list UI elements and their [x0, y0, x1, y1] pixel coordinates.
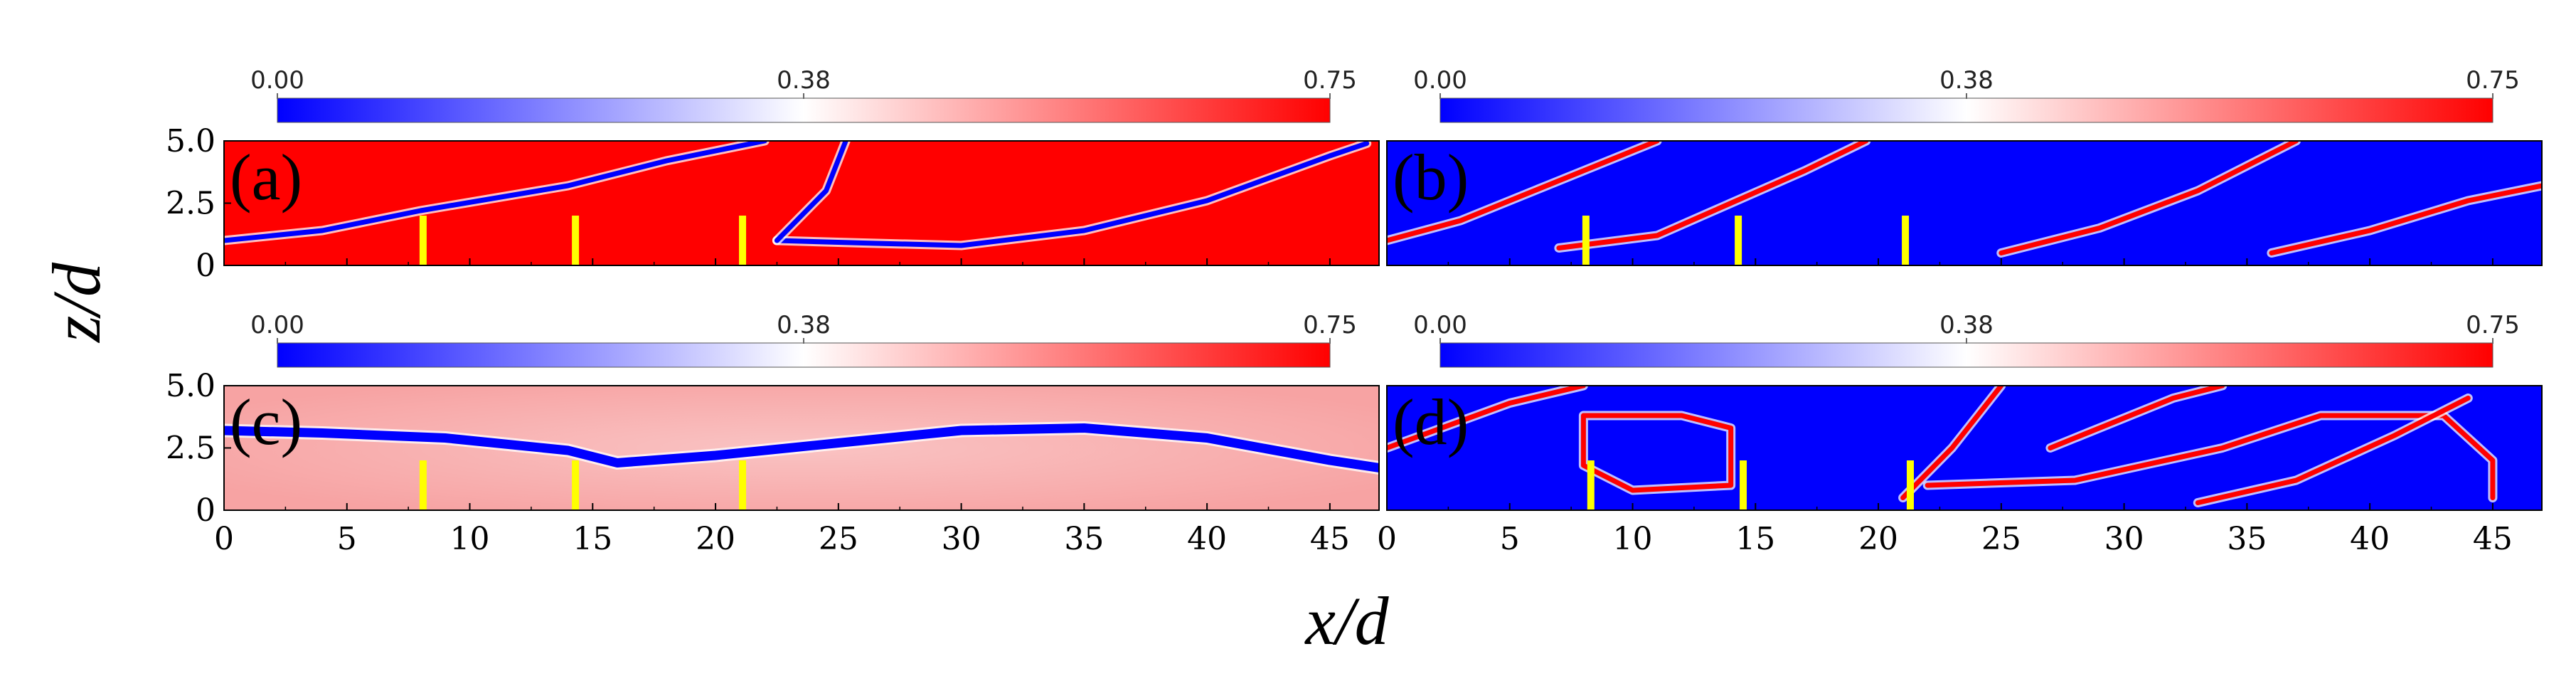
colorbar-gradient-bar	[1439, 342, 2493, 368]
colorbars: 0.00 0.38 0.75 0.00 0.38 0.75 0.00 0.38 0.75 0…	[250, 66, 2520, 368]
x-tick-label: 0	[214, 521, 234, 557]
colorbar-tick-label: 0.38	[1939, 311, 1994, 339]
interface-filament	[224, 423, 1379, 472]
interface-filament	[1580, 413, 1734, 493]
x-tick-label: 30	[2104, 521, 2144, 557]
x-tick-label: 45	[1310, 521, 1350, 557]
probe-marker	[739, 216, 747, 265]
y-tick-label: 0	[196, 248, 215, 284]
colorbar-gradient-bar	[277, 97, 1331, 123]
x-tick-label: 30	[942, 521, 981, 557]
x-tick-label: 35	[1064, 521, 1104, 557]
interface-filament	[2269, 183, 2542, 255]
interface-filament	[2048, 386, 2225, 450]
colorbar-tick-label: 0.75	[2466, 311, 2520, 339]
panel-d: (d) 0 5 10 15 20 25 30 35 40 45	[1377, 385, 2543, 557]
x-tick-label: 35	[2227, 521, 2267, 557]
colorbar-tick-label: 0.75	[1303, 66, 1357, 95]
panel-field	[224, 386, 1379, 510]
probe-marker	[419, 216, 427, 265]
interface-filament	[1900, 386, 2004, 500]
interface-filament	[224, 141, 767, 243]
probe-marker	[1582, 216, 1590, 265]
panel-label: (d)	[1393, 386, 1469, 458]
colorbar-tick-label: 0.38	[1939, 66, 1994, 95]
panel-a: (a) 0 2.5 5.0	[166, 123, 1380, 284]
y-tick-label: 5.0	[166, 368, 215, 404]
x-tick-label: 0	[1377, 521, 1397, 557]
y-tick-label: 2.5	[166, 186, 215, 222]
x-tick-label: 5	[337, 521, 357, 557]
probe-marker	[739, 460, 747, 510]
panel-field	[1387, 386, 2498, 510]
colorbar-tick-label: 0.00	[250, 66, 304, 95]
panel-label: (c)	[230, 386, 302, 458]
interface-filament	[1998, 141, 2299, 255]
colorbar-tick-label: 0.75	[1303, 311, 1357, 339]
probe-marker	[1740, 460, 1747, 510]
x-tick-label: 5	[1500, 521, 1520, 557]
panel-field	[224, 141, 1372, 265]
colorbar-c: 0.00 0.38 0.75	[250, 311, 1357, 368]
y-tick-label: 5.0	[166, 123, 215, 159]
y-axis-label: z/d	[38, 262, 115, 344]
interface-filament	[2195, 396, 2471, 505]
colorbar-tick-label: 0.38	[777, 311, 831, 339]
panel-frame	[1386, 140, 2543, 266]
panel-field	[1387, 141, 2542, 265]
colorbar-gradient-bar	[277, 342, 1331, 368]
x-tick-label: 20	[696, 521, 735, 557]
x-tick-label: 45	[2473, 521, 2513, 557]
x-tick-label: 40	[2350, 521, 2390, 557]
x-tick-label: 15	[1735, 521, 1775, 557]
panel-frame	[1386, 385, 2543, 511]
probe-marker	[1902, 216, 1910, 265]
x-axis-label: x/d	[1304, 583, 1389, 659]
interface-filament	[1556, 141, 1869, 250]
x-tick-label: 20	[1858, 521, 1898, 557]
interface-filament	[1387, 386, 1586, 450]
x-tick-label: 25	[1981, 521, 2021, 557]
colorbar-tick-label: 0.00	[1413, 66, 1467, 95]
probe-marker	[1587, 460, 1595, 510]
panel-c: (c) 0 2.5 5.0 0 5 10 15 20 25 30 35 40 45	[166, 368, 1380, 557]
panels: (a) 0 2.5 5.0 (b) (c) 0 2.5 5.0 0 5 10 15 20 25 30 35 40 4…	[166, 123, 2543, 557]
panel-label: (a)	[230, 141, 302, 213]
colorbar-d: 0.00 0.38 0.75	[1413, 311, 2520, 368]
x-tick-label: 10	[1613, 521, 1653, 557]
colorbar-gradient-bar	[1439, 97, 2493, 123]
colorbar-tick-label: 0.00	[1413, 311, 1467, 339]
colorbar-a: 0.00 0.38 0.75	[250, 66, 1357, 123]
interface-filament	[774, 141, 848, 243]
interface-filament	[774, 141, 1370, 248]
y-tick-label: 2.5	[166, 431, 215, 467]
probe-marker	[1735, 216, 1742, 265]
interface-filament	[1387, 141, 1660, 243]
interface-filament	[1925, 413, 2496, 500]
colorbar-tick-label: 0.38	[777, 66, 831, 95]
x-tick-label: 40	[1187, 521, 1227, 557]
panel-label: (b)	[1393, 141, 1469, 213]
x-tick-label: 10	[450, 521, 490, 557]
probe-marker	[419, 460, 427, 510]
probe-marker	[1906, 460, 1914, 510]
probe-marker	[572, 460, 580, 510]
probe-marker	[572, 216, 580, 265]
colorbar-tick-label: 0.00	[250, 311, 304, 339]
colorbar-b: 0.00 0.38 0.75	[1413, 66, 2520, 123]
x-tick-label: 15	[573, 521, 612, 557]
colorbar-tick-label: 0.75	[2466, 66, 2520, 95]
y-tick-label: 0	[196, 492, 215, 529]
x-tick-label: 25	[819, 521, 858, 557]
panel-b: (b)	[1386, 140, 2543, 266]
